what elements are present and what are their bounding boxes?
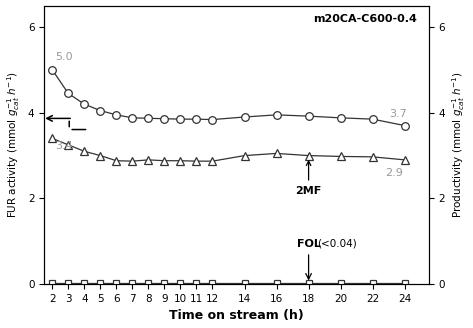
Text: 3.7: 3.7 [389,109,406,119]
Text: 2MF: 2MF [296,161,322,195]
Text: 2.9: 2.9 [385,168,403,177]
Text: (<0.04): (<0.04) [317,238,357,249]
Y-axis label: FUR activity (mmol $g_{cat}^{-1}$ $h^{-1}$): FUR activity (mmol $g_{cat}^{-1}$ $h^{-1… [6,71,22,218]
Text: FOL: FOL [298,238,321,249]
Y-axis label: Productivity (mmol $g_{cat}^{-1}$ $h^{-1}$): Productivity (mmol $g_{cat}^{-1}$ $h^{-1… [451,72,467,218]
Text: 3.4: 3.4 [55,141,73,151]
Text: 5.0: 5.0 [55,52,73,62]
Text: m20CA-C600-0.4: m20CA-C600-0.4 [313,14,417,24]
X-axis label: Time on stream (h): Time on stream (h) [169,309,304,322]
